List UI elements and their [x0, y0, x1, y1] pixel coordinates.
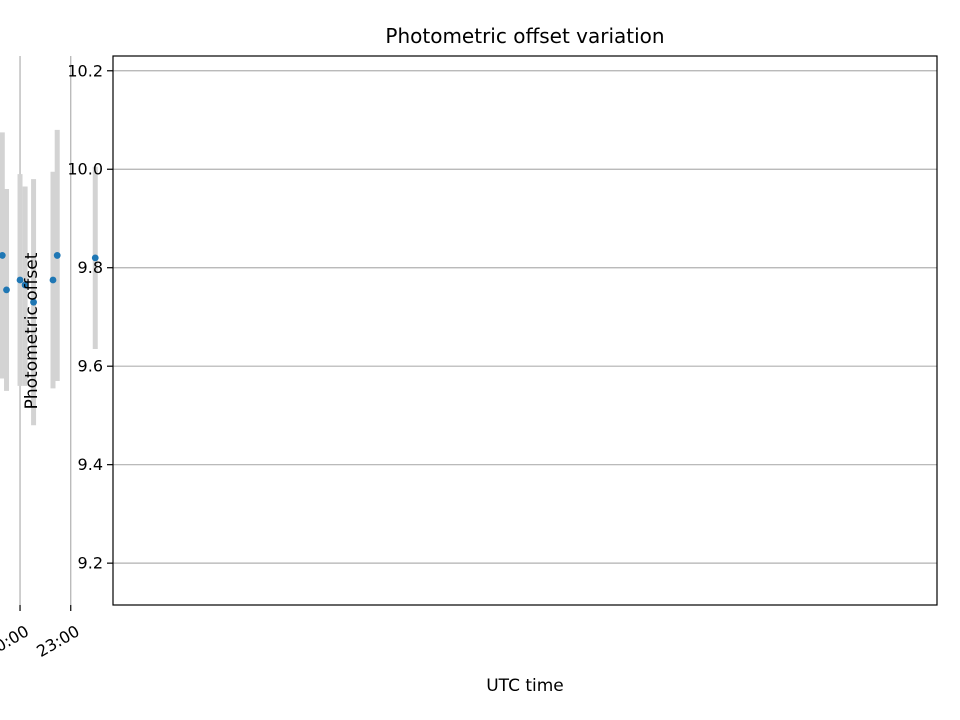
data-point	[0, 252, 6, 259]
y-axis-label: Photometric offset	[22, 252, 42, 409]
plot-area	[113, 56, 937, 605]
plot-frame	[112, 55, 938, 606]
data-point	[91, 254, 99, 262]
data-point	[21, 281, 29, 289]
chart-title: Photometric offset variation	[385, 24, 664, 48]
data-point	[49, 276, 57, 284]
y-tick-label: 9.8	[78, 258, 103, 277]
data-point	[53, 252, 61, 259]
data-point	[3, 286, 10, 294]
data-points	[0, 252, 99, 306]
data-point	[16, 276, 24, 284]
y-tick-label: 9.6	[78, 357, 103, 376]
y-axis-ticks: 9.2 9.4 9.6 9.8 10.0 10.2	[67, 61, 113, 573]
y-tick-label: 10.0	[67, 160, 103, 179]
data-point	[30, 298, 37, 306]
x-axis-label: UTC time	[486, 676, 564, 696]
y-tick-label: 10.2	[67, 61, 103, 80]
y-tick-label: 9.4	[78, 455, 103, 474]
y-tick-label: 9.2	[78, 554, 103, 573]
